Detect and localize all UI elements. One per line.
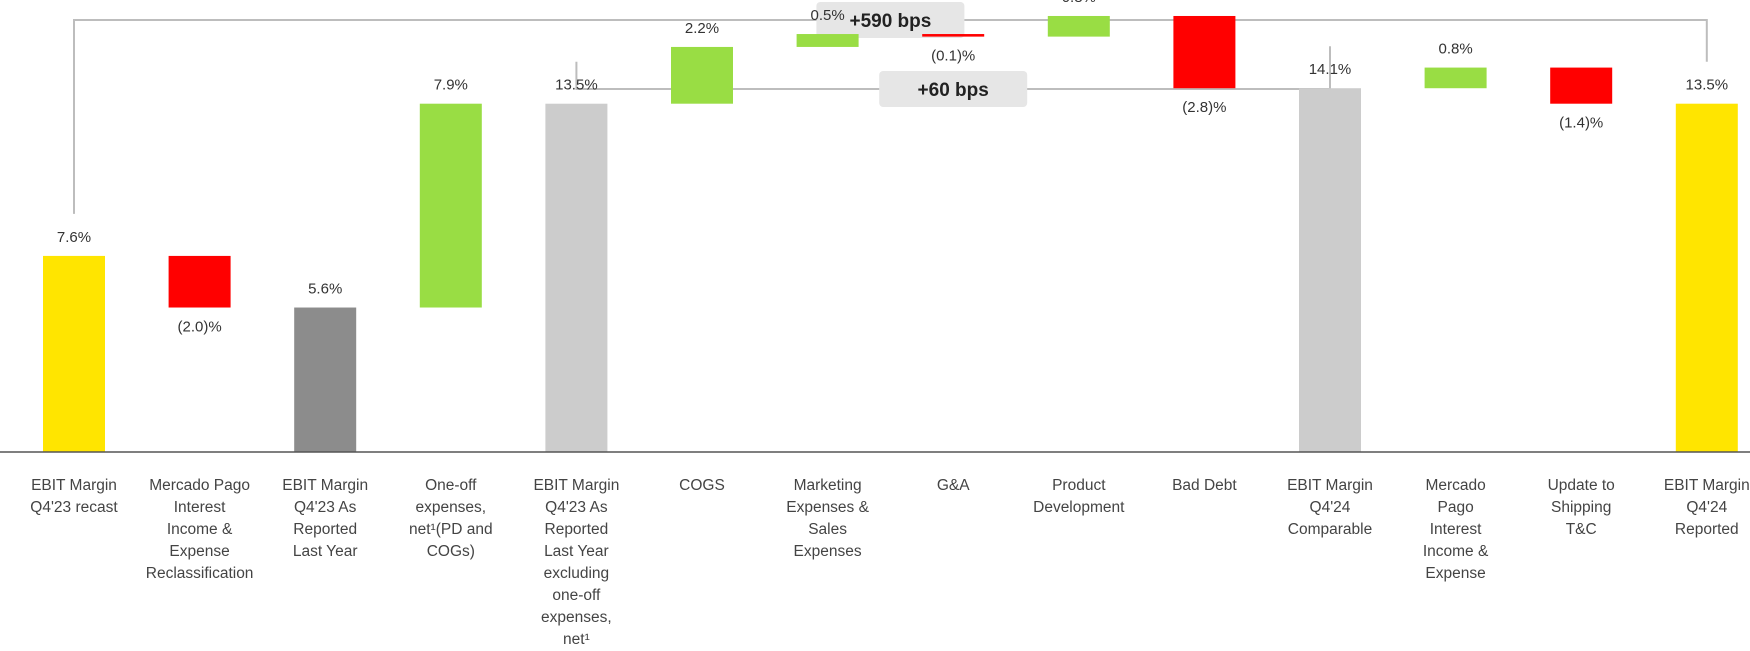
value-label-13: 13.5%: [1686, 77, 1729, 94]
category-label-8: Product Development: [1033, 477, 1125, 516]
category-label-1: Mercado Pago Interest Income & Expense R…: [145, 477, 254, 582]
bar-10: [1299, 88, 1361, 452]
category-label-6: Marketing Expenses & Sales Expenses: [786, 477, 869, 560]
value-label-9: (2.8)%: [1182, 99, 1226, 116]
value-label-5: 2.2%: [685, 20, 719, 37]
value-labels-layer: 7.6% (2.0)% 5.6% 7.9% 13.5% 2.2% 0.5% (0.1)% 0.8…: [57, 0, 1728, 336]
category-label-7: G&A: [936, 477, 970, 494]
bar-13: [1675, 103, 1738, 452]
category-label-5: COGS: [679, 477, 725, 494]
category-label-0: EBIT Margin Q4'23 recast: [30, 477, 118, 516]
bar-7: [922, 34, 985, 37]
category-label-12: Update to Shipping T&C: [1547, 477, 1615, 538]
value-label-6: 0.5%: [810, 7, 844, 24]
category-label-4: EBIT Margin Q4'23 As Reported Last Year …: [533, 477, 620, 648]
value-label-3: 7.9%: [434, 77, 468, 94]
category-label-10: EBIT Margin Q4'24 Comparable: [1287, 477, 1373, 538]
bar-11: [1424, 67, 1487, 89]
bar-3: [419, 103, 482, 308]
value-label-12: (1.4)%: [1559, 115, 1603, 132]
category-label-3: One-off expenses, net¹(PD and COGs): [409, 477, 493, 560]
bar-9: [1173, 15, 1236, 89]
value-label-11: 0.8%: [1438, 41, 1472, 58]
brackets-layer: +590 bps +60 bps: [73, 2, 1708, 214]
value-label-0: 7.6%: [57, 229, 91, 246]
category-label-11: Mercado Pago Interest Income & Expense: [1422, 477, 1489, 582]
bracket-pill-0: [816, 2, 965, 38]
bar-12: [1550, 67, 1613, 104]
value-label-4: 13.5%: [555, 77, 598, 94]
category-label-2: EBIT Margin Q4'23 As Reported Last Year: [282, 477, 369, 560]
bar-2: [294, 307, 357, 452]
category-label-9: Bad Debt: [1172, 477, 1237, 494]
bar-5: [671, 46, 733, 104]
value-label-7: (0.1)%: [931, 48, 975, 65]
bar-6: [796, 34, 859, 47]
bar-0: [43, 255, 105, 452]
category-label-13: EBIT Margin Q4'24 Reported: [1663, 477, 1750, 538]
bracket-pill-1: [879, 71, 1028, 107]
bracket-label-1: +60 bps: [918, 80, 989, 101]
bracket-label-0: +590 bps: [849, 11, 931, 32]
bar-8: [1047, 15, 1110, 37]
value-label-1: (2.0)%: [178, 319, 222, 336]
bar-4: [545, 103, 608, 452]
bars-layer: [43, 15, 1738, 452]
value-label-2: 5.6%: [308, 281, 342, 298]
value-label-10: 14.1%: [1309, 61, 1352, 78]
value-label-8: 0.8%: [1062, 0, 1096, 6]
bar-1: [168, 255, 231, 308]
